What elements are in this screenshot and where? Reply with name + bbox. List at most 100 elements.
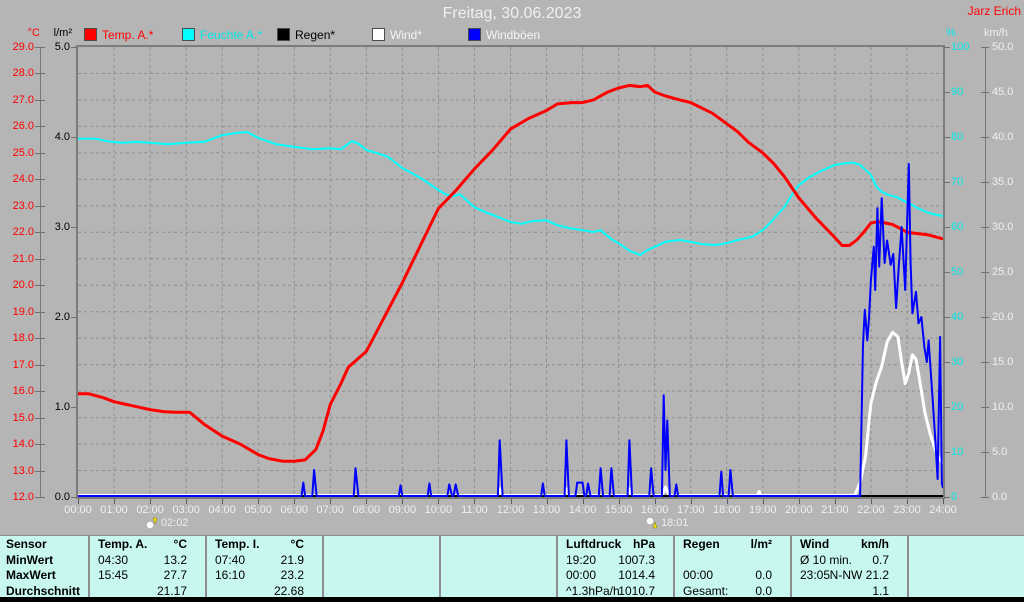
table-cell-value — [332, 553, 421, 568]
time-axis-label: 11:00 — [461, 504, 488, 516]
time-axis-tick — [834, 499, 836, 504]
wind-axis-tick-label: 5.0 — [992, 446, 1008, 458]
temp-axis-tick-label: 24.0 — [12, 173, 34, 186]
table-cell-value: 1014.4 — [618, 568, 655, 582]
table-row-label: MaxWert — [6, 568, 56, 582]
table-cell-value: 0.0 — [755, 568, 772, 582]
time-axis-label: 20:00 — [785, 504, 813, 516]
table-column-divider — [907, 536, 909, 598]
table-cell-value — [449, 553, 538, 568]
temp-axis-tick-label: 19.0 — [12, 305, 34, 318]
sun-marker-label: 18:01 — [661, 516, 689, 529]
time-axis-tick — [943, 499, 944, 504]
time-axis-tick — [222, 499, 224, 504]
legend-label: Windböen — [486, 27, 541, 42]
table-cell-value: 23.2 — [280, 568, 304, 582]
page-title: Freitag, 30.06.2023 — [442, 5, 582, 22]
temp-axis-tick — [35, 311, 45, 313]
temp-axis-line — [40, 47, 41, 498]
time-axis-label: 21:00 — [821, 504, 849, 516]
humidity-axis-tick-label: 60 — [951, 221, 964, 233]
table-cell-time: 04:30 — [98, 552, 129, 567]
time-axis-label: 02:00 — [136, 504, 164, 516]
temp-axis-tick — [35, 444, 45, 446]
table-col-header: Wind — [800, 537, 830, 551]
time-axis-tick — [438, 499, 440, 504]
rain-axis-unit: l/m² — [53, 27, 72, 39]
time-axis-tick — [582, 499, 584, 504]
wind-axis-tick — [981, 407, 989, 408]
time-axis-label: 24:00 — [929, 504, 957, 516]
humidity-axis-tick-label: 70 — [951, 176, 964, 188]
legend-label: Wind* — [390, 27, 423, 42]
time-axis-tick — [114, 499, 116, 504]
time-axis-tick — [726, 499, 728, 504]
temp-axis-tick — [35, 338, 45, 340]
wind-axis-tick — [981, 317, 989, 318]
humidity-axis-tick — [944, 362, 950, 363]
table-cell-time: ^1.3hPa/h — [566, 583, 620, 598]
time-axis-tick — [402, 499, 404, 504]
temp-axis-tick — [35, 417, 45, 419]
table-cell-value: 21.17 — [156, 583, 187, 598]
legend-item-temp: Temp. A.* — [84, 28, 153, 42]
temp-axis-tick-label: 28.0 — [12, 67, 34, 80]
humidity-axis-tick — [944, 407, 950, 408]
humidity-axis-tick-label: 40 — [951, 311, 964, 323]
table-row-label: Sensor — [6, 537, 47, 551]
wind-axis-tick — [981, 137, 989, 138]
time-axis-label: 10:00 — [424, 504, 453, 516]
table-cell-time: 15:45 — [98, 568, 129, 582]
rain-axis-tick-label: 1.0 — [54, 401, 70, 413]
humidity-axis-tick-label: 20 — [951, 401, 964, 413]
temp-axis-tick-label: 13.0 — [12, 464, 34, 477]
temp-axis-tick — [35, 285, 45, 287]
time-axis-label: 17:00 — [676, 504, 705, 516]
series-windben — [78, 163, 943, 497]
humidity-axis-tick — [944, 272, 950, 273]
table-cell-value: 1.1 — [872, 583, 889, 598]
humidity-axis-tick — [944, 182, 950, 183]
rain-axis-tick-label: 3.0 — [54, 221, 70, 233]
sun-marker-1801: 18:01 — [646, 516, 689, 529]
table-cell-value: N-NW 21.2 — [829, 568, 889, 582]
wind-axis-tick — [981, 47, 989, 48]
chart-canvas — [78, 47, 943, 497]
wind-axis-tick — [981, 362, 989, 363]
legend-item-gusts: Windböen — [468, 27, 541, 42]
wind-axis-tick-label: 45.0 — [992, 86, 1014, 98]
humidity-series-swatch-icon — [182, 28, 195, 41]
time-axis-tick — [330, 499, 332, 504]
temp-axis-tick-label: 26.0 — [12, 120, 34, 133]
table-col-header: Regen — [683, 537, 720, 551]
legend-label: Feuchte A.* — [200, 27, 263, 42]
wind-axis-tick-label: 15.0 — [992, 356, 1014, 368]
humidity-axis-tick — [944, 137, 950, 138]
time-axis-tick — [150, 499, 152, 504]
wind-axis-tick — [981, 92, 989, 93]
wind-axis-tick-label: 25.0 — [992, 266, 1014, 278]
temp-axis-tick-label: 21.0 — [12, 252, 34, 265]
rain-axis-tick-label: 0.0 — [54, 491, 70, 503]
plot-area — [76, 45, 945, 499]
temp-axis-tick — [35, 126, 45, 128]
humidity-axis-unit: % — [946, 27, 956, 39]
time-axis-tick — [618, 499, 620, 504]
table-column-divider — [205, 536, 207, 598]
humidity-axis-tick — [944, 47, 950, 48]
sunset-arrow-icon — [146, 517, 158, 528]
temp-axis-tick-label: 23.0 — [12, 199, 34, 212]
bottom-border — [0, 597, 1024, 602]
temp-axis-tick — [35, 470, 45, 472]
table-cell-time: 16:10 — [215, 568, 246, 582]
temp-axis-tick-label: 15.0 — [12, 411, 34, 424]
sunrise-arrow-icon — [646, 517, 658, 528]
table-col-header: Temp. I. — [215, 537, 260, 551]
rain-axis-tick-label: 2.0 — [54, 311, 70, 323]
time-axis-tick — [798, 499, 800, 504]
gust-series-swatch-icon — [468, 28, 481, 41]
time-axis-label: 12:00 — [496, 504, 525, 516]
temp-axis-tick-label: 29.0 — [12, 41, 34, 53]
table-col-header: Temp. A. — [98, 537, 148, 551]
